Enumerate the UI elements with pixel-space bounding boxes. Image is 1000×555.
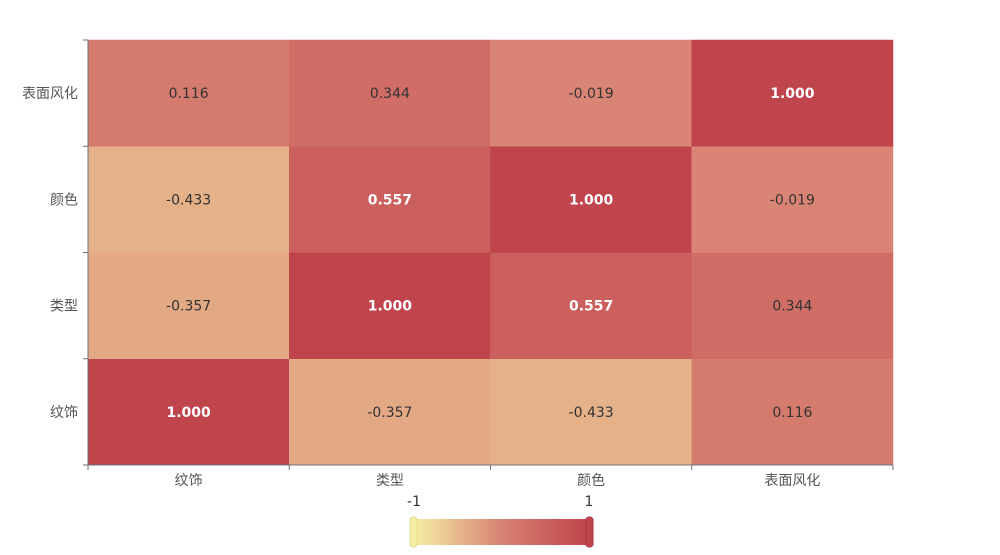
visual-map-min-label: -1 <box>407 494 421 510</box>
heatmap-cell[interactable] <box>87 39 290 147</box>
x-axis-tick-label: 颜色 <box>577 472 605 489</box>
visual-map-min-handle[interactable] <box>409 516 418 548</box>
x-axis-tick-label: 类型 <box>376 473 404 489</box>
heatmap-cell[interactable] <box>490 252 692 359</box>
heatmap-cell-label: 0.116 <box>772 405 812 421</box>
heatmap-cell[interactable] <box>490 39 692 147</box>
heatmap-cell[interactable] <box>691 252 894 359</box>
heatmap-cell-label: -0.433 <box>166 192 211 208</box>
y-axis-tick-label: 表面风化 <box>22 86 78 102</box>
y-axis-tick-label: 类型 <box>50 299 78 315</box>
heatmap-cell[interactable] <box>87 252 290 359</box>
heatmap-cell[interactable] <box>87 358 290 466</box>
visual-map-gradient-bar <box>414 519 589 545</box>
heatmap-cell-label: 1.000 <box>770 86 815 102</box>
y-axis-tick-label: 纹饰 <box>50 405 78 421</box>
visual-map-max-label: 1 <box>585 494 594 510</box>
y-axis-tick-label: 颜色 <box>50 191 78 208</box>
heatmap-cell-label: -0.357 <box>367 405 412 421</box>
y-axis: 纹饰 类型 颜色 表面风化 <box>22 39 89 466</box>
heatmap-cell-label: 0.116 <box>169 86 209 102</box>
heatmap-cell-label: 0.557 <box>569 299 613 315</box>
heatmap-cell-label: 1.000 <box>368 299 413 315</box>
visual-map[interactable]: -1 1 <box>407 494 594 548</box>
heatmap-cell-label: 1.000 <box>166 405 211 421</box>
heatmap-cells: 1.000 -0.357 -0.433 0.116 -0.357 1.000 0.557 0.… <box>87 39 894 466</box>
heatmap-cell-label: 0.344 <box>772 299 812 315</box>
heatmap-cell-label: 0.344 <box>370 86 410 102</box>
x-axis-tick-label: 表面风化 <box>764 473 820 489</box>
heatmap-cell[interactable] <box>289 146 491 253</box>
visual-map-max-handle[interactable] <box>585 516 594 548</box>
heatmap-cell[interactable] <box>691 146 894 253</box>
heatmap-cell-label: 0.557 <box>368 192 412 208</box>
heatmap-cell-label: -0.357 <box>166 299 211 315</box>
heatmap-cell-label: -0.019 <box>770 192 815 208</box>
heatmap-cell[interactable] <box>691 358 894 466</box>
heatmap-cell[interactable] <box>289 39 491 147</box>
heatmap-cell-label: 1.000 <box>569 192 614 208</box>
x-axis-tick-label: 纹饰 <box>175 473 203 489</box>
heatmap-cell[interactable] <box>691 39 894 147</box>
heatmap-cell[interactable] <box>289 252 491 359</box>
heatmap-cell-label: -0.019 <box>569 86 614 102</box>
heatmap-cell-label: -0.433 <box>569 405 614 421</box>
heatmap-cell[interactable] <box>289 358 491 466</box>
x-axis: 纹饰 类型 颜色 表面风化 <box>87 464 894 489</box>
